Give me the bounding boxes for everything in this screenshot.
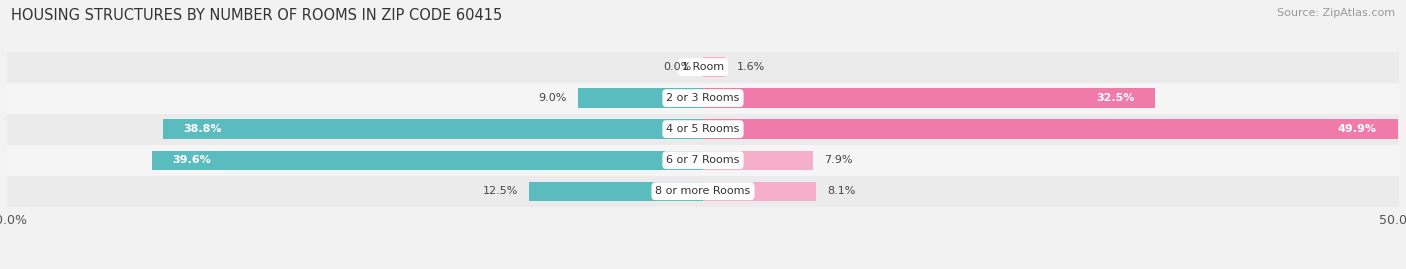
Bar [703, 151, 813, 170]
Bar [163, 119, 703, 139]
Bar [703, 182, 815, 201]
Bar [7, 176, 1399, 207]
Text: 8.1%: 8.1% [827, 186, 855, 196]
Text: 9.0%: 9.0% [538, 93, 567, 103]
Text: 1.6%: 1.6% [737, 62, 765, 72]
Bar [152, 151, 703, 170]
Text: 7.9%: 7.9% [824, 155, 852, 165]
Text: 0.0%: 0.0% [664, 62, 692, 72]
Bar [529, 182, 703, 201]
Text: 2 or 3 Rooms: 2 or 3 Rooms [666, 93, 740, 103]
Text: 49.9%: 49.9% [1337, 124, 1376, 134]
Text: Source: ZipAtlas.com: Source: ZipAtlas.com [1277, 8, 1395, 18]
Text: HOUSING STRUCTURES BY NUMBER OF ROOMS IN ZIP CODE 60415: HOUSING STRUCTURES BY NUMBER OF ROOMS IN… [11, 8, 502, 23]
Bar [703, 119, 1398, 139]
Text: 12.5%: 12.5% [482, 186, 517, 196]
Bar [578, 89, 703, 108]
Bar [703, 89, 1156, 108]
Text: 39.6%: 39.6% [173, 155, 211, 165]
Text: 6 or 7 Rooms: 6 or 7 Rooms [666, 155, 740, 165]
Text: 8 or more Rooms: 8 or more Rooms [655, 186, 751, 196]
Bar [703, 57, 725, 77]
Bar [7, 114, 1399, 145]
Text: 4 or 5 Rooms: 4 or 5 Rooms [666, 124, 740, 134]
Bar [7, 145, 1399, 176]
Text: 38.8%: 38.8% [184, 124, 222, 134]
Text: 1 Room: 1 Room [682, 62, 724, 72]
Text: 32.5%: 32.5% [1097, 93, 1135, 103]
Bar [7, 83, 1399, 114]
Bar [7, 52, 1399, 83]
